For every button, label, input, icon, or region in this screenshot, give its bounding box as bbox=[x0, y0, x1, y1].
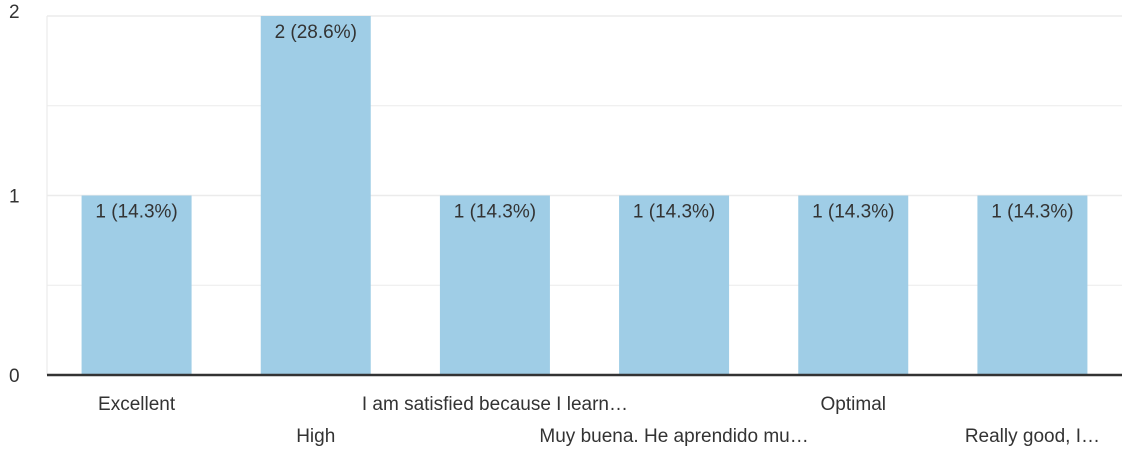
bar bbox=[619, 195, 730, 375]
x-tick-label: Optimal bbox=[821, 394, 886, 415]
data-label: 1 (14.3%) bbox=[633, 202, 715, 223]
bar bbox=[260, 16, 371, 375]
x-tick-label: Excellent bbox=[98, 394, 176, 415]
bar bbox=[439, 195, 550, 375]
data-label: 1 (14.3%) bbox=[95, 202, 177, 223]
data-label: 1 (14.3%) bbox=[812, 202, 894, 223]
x-tick-label: I am satisfied because I learn… bbox=[362, 394, 628, 415]
data-label: 1 (14.3%) bbox=[991, 202, 1073, 223]
bar bbox=[798, 195, 909, 375]
y-tick-label: 0 bbox=[9, 366, 20, 387]
y-tick-label: 2 bbox=[9, 2, 20, 23]
bar bbox=[81, 195, 192, 375]
x-tick-label: High bbox=[296, 426, 335, 447]
data-label: 1 (14.3%) bbox=[454, 202, 536, 223]
y-tick-label: 1 bbox=[9, 187, 20, 208]
bar bbox=[977, 195, 1088, 375]
x-tick-label: Really good, I… bbox=[965, 426, 1100, 447]
data-label: 2 (28.6%) bbox=[275, 22, 357, 43]
x-tick-label: Muy buena. He aprendido mu… bbox=[539, 426, 808, 447]
